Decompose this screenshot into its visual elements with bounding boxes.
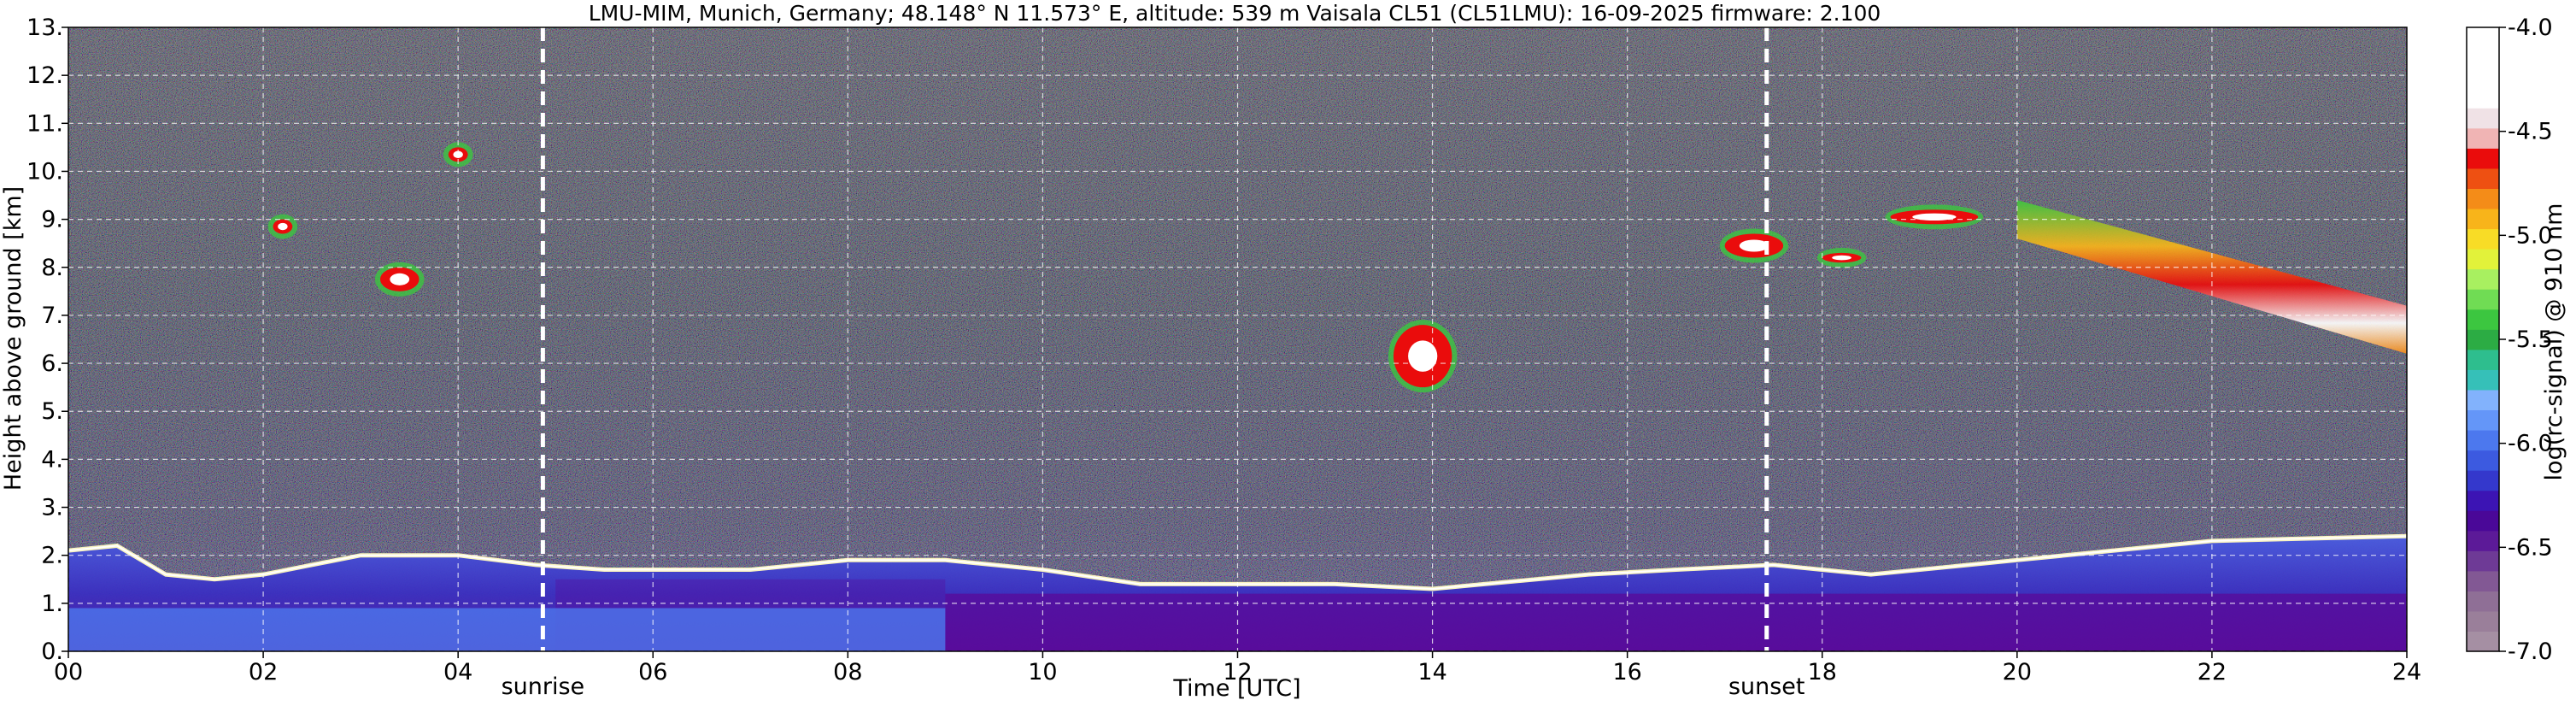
colorbar-swatch xyxy=(2467,47,2499,68)
colorbar-swatch xyxy=(2467,309,2499,330)
cloud-core xyxy=(1739,239,1769,252)
near-ground-aerosol xyxy=(68,608,946,651)
colorbar-swatch xyxy=(2467,349,2499,370)
cloud-core xyxy=(1912,213,1957,221)
colorbar-swatch xyxy=(2467,369,2499,391)
colorbar-swatch xyxy=(2467,570,2499,591)
colorbar-swatch xyxy=(2467,148,2499,169)
x-tick-label: 16 xyxy=(1612,659,1641,685)
x-tick-label: 22 xyxy=(2198,659,2227,685)
y-tick-label: 11. xyxy=(26,110,63,137)
cloud-core xyxy=(390,273,410,285)
colorbar-tick-label: -5.5 xyxy=(2508,327,2553,353)
colorbar: -4.0 -4.5 -5.0 -5.5 -6.0 -6.5 -7.0 xyxy=(2466,15,2553,665)
colorbar-swatch xyxy=(2467,208,2499,230)
y-tick-label: 3. xyxy=(41,495,63,521)
colorbar-swatch xyxy=(2467,450,2499,471)
x-axis-label: Time [UTC] xyxy=(1172,675,1300,702)
colorbar-swatch xyxy=(2467,27,2499,49)
y-tick-label: 12. xyxy=(26,62,63,89)
x-tick-label: 24 xyxy=(2392,659,2421,685)
colorbar-swatch xyxy=(2467,591,2499,612)
colorbar-tick-label: -4.0 xyxy=(2508,15,2553,41)
colorbar-swatch xyxy=(2467,610,2499,632)
colorbar-swatch xyxy=(2467,470,2499,491)
y-tick-label: 13. xyxy=(26,15,63,41)
cloud-core xyxy=(1832,255,1851,261)
colorbar-tick-label: -4.5 xyxy=(2508,119,2553,145)
y-tick-label: 10. xyxy=(26,158,63,185)
colorbar-swatch xyxy=(2467,530,2499,551)
colorbar-swatch xyxy=(2467,429,2499,451)
colorbar-swatch xyxy=(2467,550,2499,572)
colorbar-swatch xyxy=(2467,631,2499,652)
y-tick-label: 2. xyxy=(41,543,63,569)
x-tick-label: 06 xyxy=(638,659,667,685)
colorbar-tick-label: -6.0 xyxy=(2508,431,2553,457)
x-tick-label: 20 xyxy=(2003,659,2032,685)
colorbar-swatch xyxy=(2467,249,2499,270)
y-tick-label: 7. xyxy=(41,303,63,329)
y-tick-label: 5. xyxy=(41,398,63,425)
y-tick-label: 1. xyxy=(41,591,63,617)
y-tick-label: 6. xyxy=(41,350,63,377)
colorbar-swatch xyxy=(2467,87,2499,109)
colorbar-swatch xyxy=(2467,329,2499,350)
colorbar-swatch xyxy=(2467,490,2499,511)
grid xyxy=(67,26,2408,652)
boundary-layer-top-core xyxy=(68,535,2407,591)
y-tick-label: 9. xyxy=(41,207,63,233)
colorbar-swatch xyxy=(2467,68,2499,89)
colorbar-swatch xyxy=(2467,409,2499,431)
axes: 00 02 04 06 08 10 12 14 16 18 20 22 24 0. 1. 2. 3. 4. 5. 6.… xyxy=(26,15,2421,685)
y-tick-label: 0. xyxy=(41,638,63,665)
aerosol-segment xyxy=(945,593,2407,651)
colorbar-swatch xyxy=(2467,168,2499,189)
colorbar-tick-label: -5.0 xyxy=(2508,222,2553,249)
cloud-core xyxy=(278,222,288,231)
y-tick-label: 8. xyxy=(41,255,63,281)
x-tick-label: 10 xyxy=(1028,659,1057,685)
x-tick-label: 14 xyxy=(1417,659,1446,685)
colorbar-swatch xyxy=(2467,389,2499,411)
colorbar-swatch xyxy=(2467,188,2499,209)
colorbar-tick-label: -7.0 xyxy=(2508,638,2553,665)
colorbar-swatch xyxy=(2467,268,2499,290)
colorbar-swatch xyxy=(2467,289,2499,310)
sunrise-label: sunrise xyxy=(502,674,585,700)
colorbar-tick-label: -6.5 xyxy=(2508,534,2553,561)
annotations: sunrise sunset xyxy=(502,27,1805,700)
cloud-core xyxy=(1408,340,1438,372)
x-tick-label: 02 xyxy=(249,659,278,685)
colorbar-swatch xyxy=(2467,108,2499,129)
sunset-label: sunset xyxy=(1728,674,1805,700)
colorbar-swatch xyxy=(2467,127,2499,149)
x-tick-label: 04 xyxy=(443,659,472,685)
colorbar-swatch xyxy=(2467,510,2499,532)
colorbar-label: log(rc-signal) @ 910 nm xyxy=(2541,203,2567,481)
chart-title: LMU-MIM, Munich, Germany; 48.148° N 11.5… xyxy=(589,1,1881,26)
x-tick-label: 18 xyxy=(1808,659,1837,685)
y-tick-label: 4. xyxy=(41,446,63,473)
y-axis-label: Height above ground [km] xyxy=(0,186,26,491)
x-tick-label: 00 xyxy=(54,659,83,685)
x-tick-label: 12 xyxy=(1223,659,1252,685)
x-tick-label: 08 xyxy=(833,659,862,685)
colorbar-swatch xyxy=(2467,228,2499,250)
